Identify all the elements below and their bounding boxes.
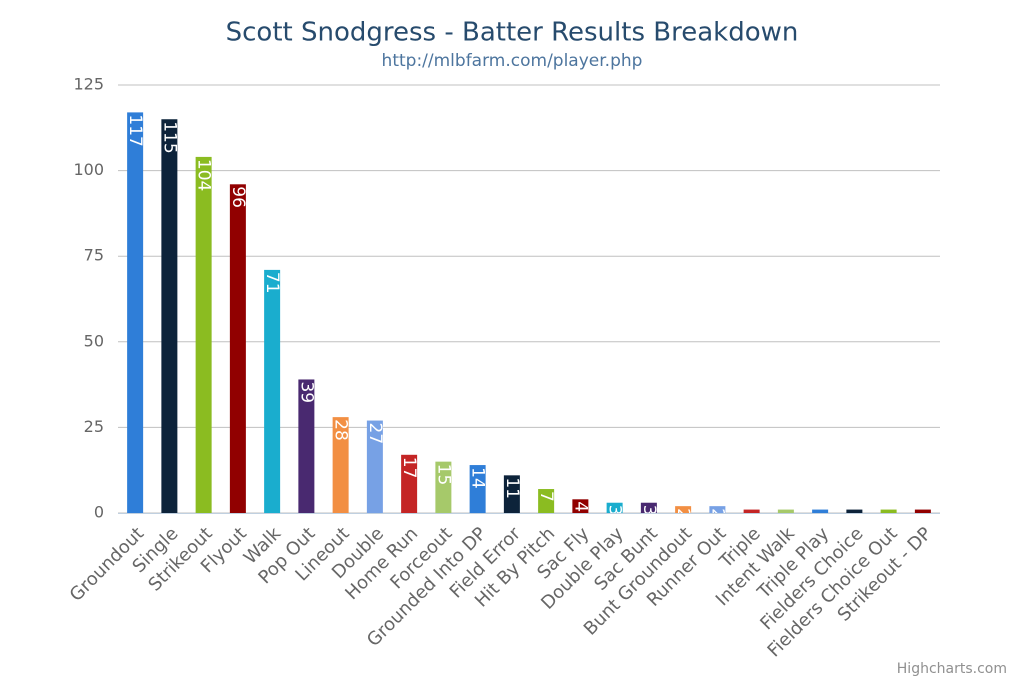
bar: [298, 379, 315, 513]
data-label: 1: [776, 512, 796, 523]
data-label: 1: [742, 512, 762, 523]
y-tick-label: 50: [84, 331, 104, 350]
bar: [332, 417, 349, 513]
y-tick-label: 75: [84, 246, 104, 265]
data-label: 7: [536, 491, 556, 502]
bar: [264, 269, 281, 513]
bar: [880, 509, 897, 513]
bar: [640, 502, 657, 513]
bar: [161, 119, 178, 514]
bar: [229, 184, 246, 513]
bar: [675, 506, 692, 513]
data-label: 3: [605, 505, 625, 516]
bar: [572, 499, 589, 513]
data-label: 17: [399, 457, 419, 479]
data-label: 14: [468, 467, 488, 489]
data-label: 71: [262, 272, 282, 294]
bar: [606, 502, 623, 513]
bar: [195, 156, 212, 514]
bar: [435, 461, 452, 513]
data-label: 115: [159, 121, 179, 153]
bar: [812, 509, 829, 513]
data-label: 96: [228, 186, 248, 208]
bar: [503, 475, 520, 513]
chart-subtitle: http://mlbfarm.com/player.php: [382, 51, 643, 71]
data-label: 4: [570, 501, 590, 512]
bar: [914, 509, 931, 513]
y-tick-label: 100: [73, 160, 104, 179]
bar: [469, 465, 486, 513]
data-label: 117: [125, 114, 145, 146]
bar: [127, 112, 144, 513]
data-label: 2: [673, 508, 693, 519]
data-label: 104: [194, 159, 214, 191]
y-tick-label: 0: [94, 503, 104, 522]
data-label: 27: [365, 423, 385, 445]
data-label: 1: [810, 512, 830, 523]
data-label: 1: [844, 512, 864, 523]
bar: [743, 509, 760, 513]
bar: [538, 489, 555, 513]
data-label: 1: [913, 512, 933, 523]
data-label: 11: [502, 477, 522, 499]
data-label: 3: [639, 505, 659, 516]
data-label: 2: [707, 508, 727, 519]
y-tick-label: 25: [84, 417, 104, 436]
data-label: 39: [296, 381, 316, 403]
chart-title: Scott Snodgress - Batter Results Breakdo…: [226, 18, 799, 48]
data-label: 1: [879, 512, 899, 523]
credits: Highcharts.com: [897, 661, 1007, 677]
data-label: 28: [331, 419, 351, 441]
data-label: 15: [433, 464, 453, 486]
bar: [401, 454, 418, 513]
y-tick-label: 125: [73, 75, 104, 94]
bar: [846, 509, 863, 513]
bar: [366, 420, 383, 513]
bar: [777, 509, 794, 513]
bar: [709, 506, 726, 513]
